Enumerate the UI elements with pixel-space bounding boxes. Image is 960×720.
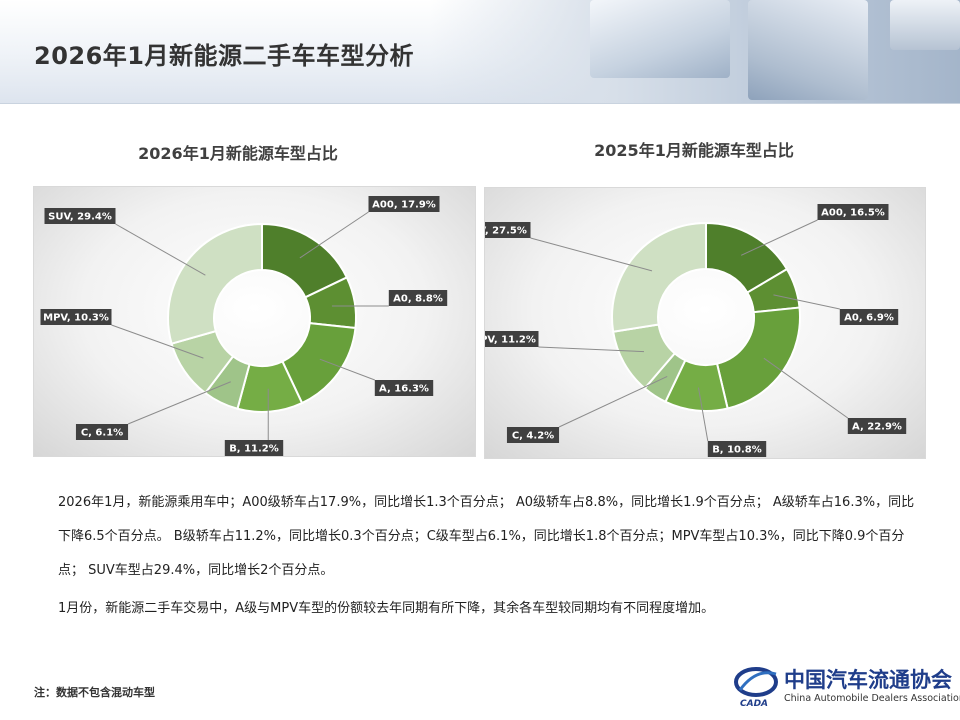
header-divider <box>0 103 960 104</box>
donut-chart-2026-svg: A00, 17.9% A0, 8.8% A, 16.3% B, 11.2% C, 6.1… <box>40 196 448 456</box>
leader-line-b <box>697 387 709 442</box>
data-label-a00: A00, 16.5% <box>817 204 889 220</box>
svg-text:MPV, 10.3%: MPV, 10.3% <box>43 313 109 324</box>
slice-suv <box>611 221 707 333</box>
leader-line-a <box>763 357 849 419</box>
leader-line-suv <box>530 237 653 272</box>
leader-line-a00 <box>299 211 369 259</box>
logo-name-cn: 中国汽车流通协会 <box>784 667 952 692</box>
data-label-c: C, 6.1% <box>75 424 129 440</box>
footnote: 注：数据不包含混动车型 <box>34 686 155 699</box>
svg-text:A00, 16.5%: A00, 16.5% <box>821 208 885 219</box>
donut-slices <box>167 222 357 413</box>
cada-logo: CADA 中国汽车流通协会 China Automobile Dealers A… <box>732 660 960 710</box>
data-label-b: B, 11.2% <box>224 440 284 456</box>
data-label-suv: SUV, 29.4% <box>44 208 116 224</box>
leader-line-a00 <box>740 219 818 256</box>
donut-slices <box>611 221 801 412</box>
header-cube-image <box>748 0 868 100</box>
svg-text:C, 4.2%: C, 4.2% <box>512 431 554 442</box>
slice-a <box>715 306 801 410</box>
slice-suv <box>167 222 263 345</box>
chart-title-2026: 2026年1月新能源车型占比 <box>138 144 338 163</box>
data-label-c: C, 4.2% <box>506 427 560 443</box>
data-label-suv: SUV, 27.5% <box>485 222 531 238</box>
header-banner: 2026年1月新能源二手车车型分析 <box>0 0 960 104</box>
logo-name-en: China Automobile Dealers Association <box>784 693 960 704</box>
svg-text:A0, 8.8%: A0, 8.8% <box>393 294 443 305</box>
header-cube-image <box>890 0 960 50</box>
leader-line-a0 <box>773 294 840 310</box>
donut-chart-2025-svg: A00, 16.5% A0, 6.9% A, 22.9% B, 10.8% C, 4.2… <box>485 204 907 457</box>
leader-line-a <box>319 358 375 381</box>
data-label-a0: A0, 8.8% <box>388 290 448 306</box>
leader-line-mpv <box>538 346 645 353</box>
svg-text:B, 10.8%: B, 10.8% <box>712 445 762 456</box>
data-labels: A00, 16.5% A0, 6.9% A, 22.9% B, 10.8% C, 4.2… <box>485 204 907 457</box>
svg-text:A0, 6.9%: A0, 6.9% <box>844 313 894 324</box>
chart-title-2025: 2025年1月新能源车型占比 <box>594 141 794 160</box>
leader-line-c <box>127 381 231 425</box>
data-label-a0: A0, 6.9% <box>839 309 899 325</box>
data-label-a: A, 16.3% <box>374 380 434 396</box>
svg-text:SUV, 27.5%: SUV, 27.5% <box>485 226 527 237</box>
svg-text:A, 22.9%: A, 22.9% <box>852 422 902 433</box>
analysis-paragraph-1: 2026年1月，新能源乘用车中；A00级轿车占17.9%，同比增长1.3个百分点… <box>58 495 915 578</box>
svg-text:MPV, 11.2%: MPV, 11.2% <box>485 335 536 346</box>
leader-line-c <box>558 376 668 428</box>
analysis-paragraph-2: 1月份，新能源二手车交易中，A级与MPV车型的份额较去年同期有所下降，其余各车型… <box>58 601 715 616</box>
data-label-mpv: MPV, 11.2% <box>485 331 539 347</box>
header-cube-image <box>590 0 730 78</box>
data-labels: A00, 17.9% A0, 8.8% A, 16.3% B, 11.2% C, 6.1… <box>40 196 448 456</box>
data-label-a00: A00, 17.9% <box>368 196 440 212</box>
data-label-a: A, 22.9% <box>847 418 907 434</box>
leader-line-mpv <box>111 324 204 359</box>
page-title: 2026年1月新能源二手车车型分析 <box>34 42 414 70</box>
svg-text:A, 16.3%: A, 16.3% <box>379 384 429 395</box>
donut-chart-2026: A00, 17.9% A0, 8.8% A, 16.3% B, 11.2% C, 6.1… <box>33 186 476 457</box>
svg-text:SUV, 29.4%: SUV, 29.4% <box>48 212 112 223</box>
data-label-b: B, 10.8% <box>707 441 767 457</box>
leader-line-suv <box>115 223 206 276</box>
svg-text:CADA: CADA <box>740 699 768 709</box>
leader-lines <box>530 219 849 442</box>
donut-chart-2025: A00, 16.5% A0, 6.9% A, 22.9% B, 10.8% C, 4.2… <box>484 187 926 459</box>
cada-emblem-icon: CADA <box>734 667 778 709</box>
svg-text:C, 6.1%: C, 6.1% <box>81 428 123 439</box>
leader-lines <box>111 211 389 440</box>
svg-text:B, 11.2%: B, 11.2% <box>229 444 279 455</box>
data-label-mpv: MPV, 10.3% <box>40 309 112 325</box>
svg-text:A00, 17.9%: A00, 17.9% <box>372 200 436 211</box>
